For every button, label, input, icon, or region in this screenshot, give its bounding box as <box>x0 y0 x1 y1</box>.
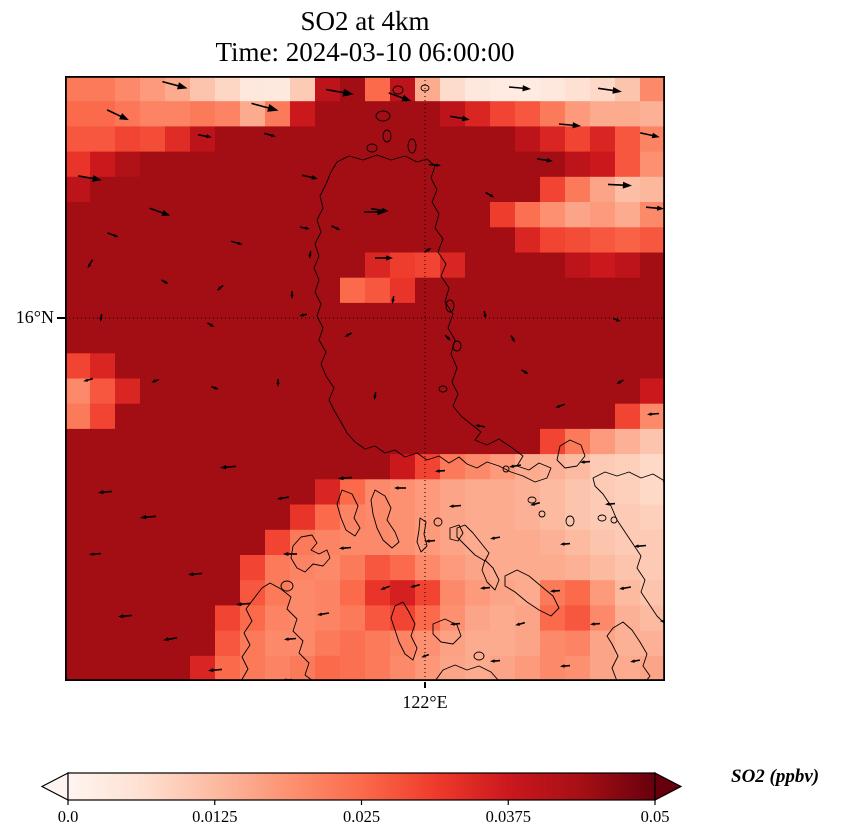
colorbar-extend-max-arrow <box>654 772 683 801</box>
svg-text:0.025: 0.025 <box>343 807 380 826</box>
colorbar-gradient-bar <box>67 772 656 801</box>
x-axis-tick-label-122E: 122°E <box>402 692 448 712</box>
svg-text:0.0: 0.0 <box>58 807 79 826</box>
map-panel <box>64 75 711 682</box>
plot-subtitle-time: Time: 2024-03-10 06:00:00 <box>215 37 515 67</box>
plot-title: SO2 at 4km <box>300 6 430 36</box>
lonlat-gridline-layer <box>65 76 665 681</box>
colorbar-units-label: SO2 (ppbv) <box>731 766 820 787</box>
map-border <box>64 75 666 682</box>
colorbar: 0.0 0.0125 0.025 0.0375 0.05 <box>30 762 710 834</box>
wind-quiver-layer <box>78 80 711 682</box>
svg-text:0.05: 0.05 <box>641 807 670 826</box>
coastline-layer <box>240 84 666 682</box>
so2-heatmap-map <box>64 75 711 682</box>
colorbar-svg: 0.0 0.0125 0.025 0.0375 0.05 <box>40 772 683 826</box>
y-axis-tick-label-16N: 16°N <box>15 307 54 327</box>
colorbar-tick-labels: 0.0 0.0125 0.025 0.0375 0.05 <box>58 800 670 826</box>
svg-text:0.0125: 0.0125 <box>192 807 237 826</box>
heatmap-layer <box>65 76 666 682</box>
colorbar-extend-min-arrow <box>40 772 69 801</box>
y-axis-tick-mark <box>57 317 65 319</box>
x-axis-tick-mark <box>424 682 426 688</box>
svg-text:0.0375: 0.0375 <box>486 807 531 826</box>
